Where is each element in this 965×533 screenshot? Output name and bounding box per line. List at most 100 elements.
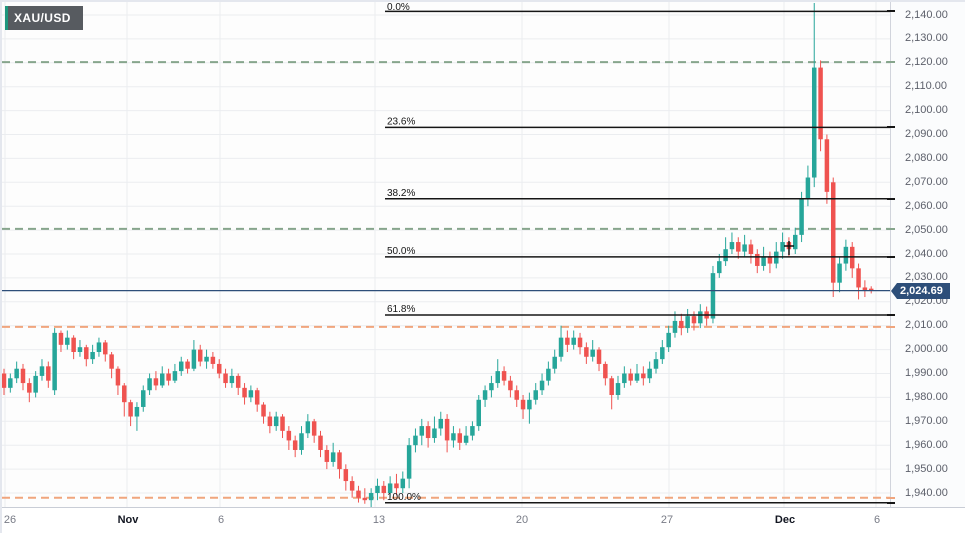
candle-body [216,363,222,374]
candle-body [830,182,836,283]
candle-body [368,493,374,501]
candle-body [679,320,684,329]
axis-level-tick [887,227,895,230]
time-axis[interactable]: 26 Nov 6 13 20 27 Dec 6 [2,507,965,533]
price-badge-value: 2,024.69 [897,282,950,299]
y-axis-label: 2,130.00 [905,32,948,45]
y-axis-label: 2,060.00 [905,199,948,212]
candle-body [52,332,57,391]
candle-body [242,387,247,398]
x-axis-label: 27 [660,514,674,526]
y-axis-label: 1,990.00 [905,367,948,379]
candle-body [413,435,418,446]
candle-body [254,390,260,405]
y-axis-label: 1,970.00 [905,414,948,427]
candle-body [394,483,399,489]
candle-body [337,452,342,470]
candle-body [672,320,678,333]
candle-body [20,368,26,384]
candle-body [862,287,868,291]
y-axis-label: 2,140.00 [905,8,948,21]
candle-body [33,375,38,393]
y-axis-label: 1,980.00 [905,390,948,403]
candle-body [622,373,627,384]
candle-body [229,375,235,384]
candle-body [457,433,463,443]
fib-label: 23.6% [387,116,415,127]
fib-label: 0.0% [387,2,410,13]
candle-body [185,361,190,369]
candle-body [482,390,488,400]
candle-body [2,373,7,388]
candle-body [292,440,298,450]
current-price-badge: 2,024.69 [891,282,950,299]
candle-body [584,347,589,357]
candle-body [691,316,697,324]
candle-body [330,452,336,462]
x-axis-label: 13 [372,514,386,526]
candle-body [761,256,766,266]
candle-body [571,337,576,345]
candle-body [356,490,361,498]
y-axis-label: 1,950.00 [905,462,948,475]
axis-level-tick [887,313,895,316]
candle-body [14,368,19,379]
candle-body [748,244,754,255]
candle-body [128,402,133,417]
axis-level-tick [887,10,895,13]
y-axis-label: 2,110.00 [905,80,948,93]
candle-body [780,242,785,252]
candlestick-canvas[interactable]: 0.0% 23.6% 38.2% 50.0% 61.8% 100.0% [2,2,890,507]
candle-body [685,316,690,329]
candle-body [837,263,842,283]
candle-body [381,485,387,494]
candle-body [489,383,494,391]
candle-body [463,435,469,443]
axis-level-tick [887,126,895,129]
candle-body [178,361,184,372]
candle-body [590,349,595,357]
candle-body [406,445,412,479]
candle-body [476,399,481,427]
candle-body [46,366,51,381]
candle-body [603,363,608,379]
candle-body [432,428,437,439]
candle-body [577,337,583,348]
symbol-badge: XAU/USD [5,6,83,30]
price-badge-arrow [891,282,897,299]
y-axis-label: 2,070.00 [905,175,948,188]
fib-label: 61.8% [387,304,415,315]
chart-plot-area[interactable]: 0.0% 23.6% 38.2% 50.0% 61.8% 100.0% [2,2,890,507]
candle-body [729,242,735,250]
candle-body [204,356,209,362]
x-axis-label: Nov [117,514,139,526]
candle-body [767,256,773,264]
y-axis-label: 2,050.00 [905,223,948,236]
candle-body [299,433,304,450]
candle-body [425,426,431,439]
y-axis-label: 2,100.00 [905,104,948,117]
candle-body [273,416,279,427]
candle-body [261,404,266,417]
candle-body [742,244,747,252]
price-axis[interactable]: 2,140.00 2,130.00 2,120.00 2,110.00 2,100.00… [887,2,965,507]
y-axis-label: 2,080.00 [905,151,948,164]
candle-body [539,380,545,391]
x-axis-label: 26 [3,514,17,526]
candle-body [710,273,716,319]
candle-body [653,359,659,369]
candle-body [147,378,152,391]
candle-body [533,390,538,400]
fib-label: 38.2% [387,188,415,199]
fib-label: 50.0% [387,246,415,257]
y-axis-label: 2,010.00 [905,319,948,332]
candle-body [811,67,817,178]
candle-body [210,356,216,364]
x-axis-label: 6 [217,514,225,526]
candle-body [470,426,475,436]
candle-body [122,385,127,403]
candle-body [305,421,311,434]
candle-body [286,430,292,441]
axis-level-tick [887,501,895,504]
